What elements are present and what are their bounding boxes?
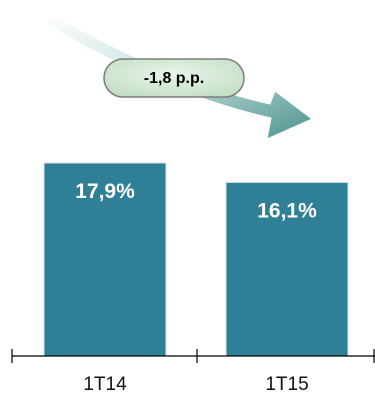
bars-group: 17,9% 16,1%: [43, 162, 349, 357]
x-tick-label-1T14: 1T14: [83, 374, 127, 394]
bar-1T15: [225, 181, 349, 357]
bar-1T14: [43, 162, 167, 357]
bar-value-label-1T14: 17,9%: [75, 180, 135, 203]
x-tick-label-1T15: 1T15: [265, 374, 308, 394]
delta-bubble: [103, 58, 245, 98]
delta-label: -1,8 p.p.: [144, 70, 204, 87]
bar-value-label-1T15: 16,1%: [257, 199, 317, 222]
x-axis: [11, 349, 375, 363]
x-tick-labels: 1T14 1T15: [83, 374, 308, 394]
delta-annotation: -1,8 p.p.: [103, 58, 245, 98]
